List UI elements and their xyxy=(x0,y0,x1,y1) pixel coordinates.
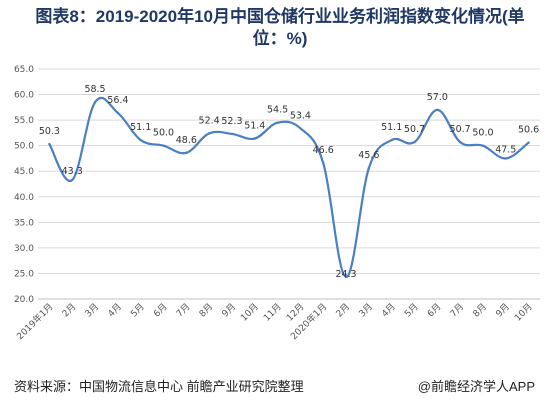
data-label: 54.5 xyxy=(267,105,288,116)
y-tick-label: 40.0 xyxy=(14,193,34,203)
x-tick-label: 2019年1月 xyxy=(14,301,55,342)
data-point xyxy=(71,178,74,182)
data-label: 50.7 xyxy=(450,124,471,135)
x-tick-label: 6月 xyxy=(425,301,443,319)
data-point xyxy=(436,108,439,112)
x-tick-label: 8月 xyxy=(471,301,489,319)
x-tick-label: 8月 xyxy=(197,301,215,319)
data-point xyxy=(207,132,211,135)
x-tick-label: 5月 xyxy=(129,301,147,319)
data-label: 51.1 xyxy=(381,122,402,133)
data-label: 52.3 xyxy=(221,116,242,127)
data-label: 24.3 xyxy=(335,269,356,280)
data-labels: 50.343.358.556.451.150.048.652.4 52.3 51.4… xyxy=(39,84,539,280)
x-tick-label: 4月 xyxy=(380,301,398,319)
data-point xyxy=(322,161,325,165)
x-tick-label: 7月 xyxy=(448,301,466,319)
series-line xyxy=(48,96,530,279)
data-point xyxy=(116,111,120,115)
data-label: 51.4 xyxy=(244,121,265,132)
data-point xyxy=(504,157,507,160)
x-tick-label: 3月 xyxy=(83,301,101,319)
data-point xyxy=(413,140,416,144)
x-tick-label: 6月 xyxy=(151,301,169,319)
x-tick-label: 3月 xyxy=(357,301,375,319)
data-point xyxy=(390,138,393,142)
data-point xyxy=(162,144,165,147)
y-tick-label: 60.0 xyxy=(14,91,34,101)
x-tick-label: 10月 xyxy=(239,301,261,323)
data-point xyxy=(299,127,302,130)
data-point xyxy=(139,138,142,142)
data-point xyxy=(344,275,348,279)
data-point xyxy=(276,121,279,124)
data-label: 50.7 xyxy=(404,124,425,135)
x-tick-label: 11月 xyxy=(261,301,283,323)
series xyxy=(48,96,530,279)
x-tick-label: 10月 xyxy=(512,301,534,323)
y-tick-label: 50.0 xyxy=(14,142,34,152)
x-tick-label: 2月 xyxy=(60,301,78,319)
y-tick-label: 45.0 xyxy=(14,167,34,177)
data-point xyxy=(185,151,188,155)
data-point xyxy=(458,140,462,144)
source-note: 资料来源：中国物流信息中心 前瞻产业研究院整理 xyxy=(14,379,304,394)
data-point xyxy=(253,137,256,140)
x-tick-label: 9月 xyxy=(494,301,512,319)
data-point xyxy=(527,141,530,144)
data-label: 46.6 xyxy=(313,145,334,156)
data-label: 50.0 xyxy=(153,128,174,139)
data-point xyxy=(230,132,234,136)
y-tick-label: 35.0 xyxy=(14,218,34,228)
data-label: 50.3 xyxy=(39,126,60,137)
data-label: 47.5 xyxy=(495,144,516,155)
x-tick-label: 2月 xyxy=(334,301,352,319)
data-point xyxy=(481,144,485,147)
data-point xyxy=(93,101,97,104)
y-tick-label: 30.0 xyxy=(14,244,34,254)
x-tick-label: 7月 xyxy=(174,301,192,319)
data-label: 45.6 xyxy=(358,150,379,161)
data-label: 53.4 xyxy=(290,110,311,121)
data-label: 56.4 xyxy=(107,95,128,106)
y-tick-label: 25.0 xyxy=(14,269,34,279)
chart-title: 图表8：2019-2020年10月中国仓储行业业务利润指数变化情况(单位：%) xyxy=(35,7,525,48)
x-tick-label: 9月 xyxy=(220,301,238,319)
data-label: 48.6 xyxy=(176,135,197,146)
gridlines xyxy=(38,68,540,300)
data-point xyxy=(48,142,51,146)
data-label: 52.4 xyxy=(199,115,220,126)
x-tick-label: 5月 xyxy=(402,301,420,319)
x-tick-label: 4月 xyxy=(106,301,124,319)
y-tick-label: 55.0 xyxy=(14,116,34,126)
data-label: 50.0 xyxy=(472,128,493,139)
y-tick-label: 65.0 xyxy=(14,65,34,75)
brand-note: @前瞻经济学人APP xyxy=(417,379,535,394)
data-label: 51.1 xyxy=(130,122,151,133)
data-label: 58.5 xyxy=(84,84,105,95)
y-axis: 20.0 25.0 30.0 35.0 40.0 45.0 50.0 55.0 60.0 65.0 xyxy=(14,65,34,305)
data-point xyxy=(367,166,371,170)
y-tick-label: 20.0 xyxy=(14,295,34,305)
data-label: 57.0 xyxy=(427,92,448,103)
data-label: 50.6 xyxy=(518,125,539,136)
data-label: 43.3 xyxy=(62,166,83,177)
